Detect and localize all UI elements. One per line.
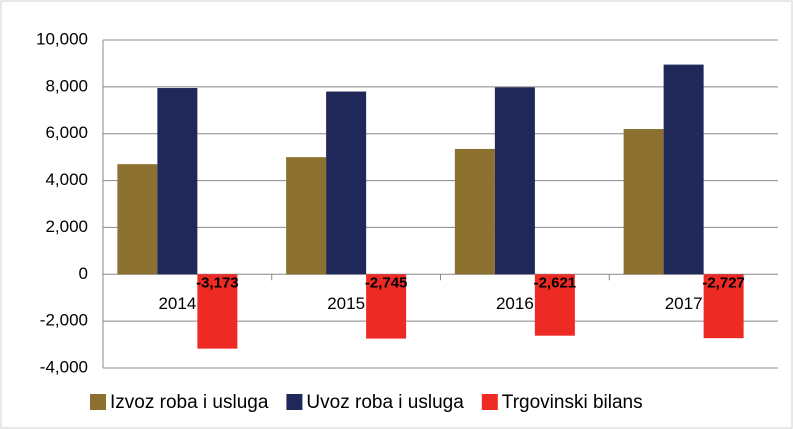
legend-label: Uvoz roba i usluga xyxy=(306,392,464,413)
bar xyxy=(197,274,238,349)
y-tick-label: 0 xyxy=(79,264,88,283)
legend-label: Izvoz roba i usluga xyxy=(110,392,269,413)
bar xyxy=(326,91,367,275)
x-tick-label: 2015 xyxy=(327,294,365,313)
y-tick-label: -2,000 xyxy=(40,311,88,330)
bar xyxy=(157,88,198,275)
data-label: -3,173 xyxy=(196,274,239,291)
y-tick-label: 6,000 xyxy=(45,123,88,142)
legend-swatch xyxy=(90,394,106,410)
bar xyxy=(286,157,327,275)
data-label: -2,727 xyxy=(702,274,745,291)
y-tick-label: -4,000 xyxy=(40,357,88,376)
x-tick-label: 2014 xyxy=(158,294,196,313)
x-tick-label: 2017 xyxy=(665,294,703,313)
bar xyxy=(494,87,535,275)
bar xyxy=(663,64,704,275)
x-tick-label: 2016 xyxy=(496,294,534,313)
legend-swatch xyxy=(286,394,303,410)
bar xyxy=(366,274,407,339)
legend-label: Trgovinski bilans xyxy=(502,392,643,413)
data-label: -2,621 xyxy=(534,274,577,291)
y-tick-label: 2,000 xyxy=(45,217,88,236)
y-tick-label: 4,000 xyxy=(45,170,88,189)
bar xyxy=(534,274,575,336)
y-tick-label: 8,000 xyxy=(45,76,88,95)
data-label: -2,745 xyxy=(365,274,408,291)
bar xyxy=(117,164,158,275)
legend-swatch xyxy=(481,394,498,410)
bar xyxy=(454,148,495,275)
bar xyxy=(703,274,744,339)
y-tick-label: 10,000 xyxy=(36,29,88,48)
bar xyxy=(623,129,664,275)
